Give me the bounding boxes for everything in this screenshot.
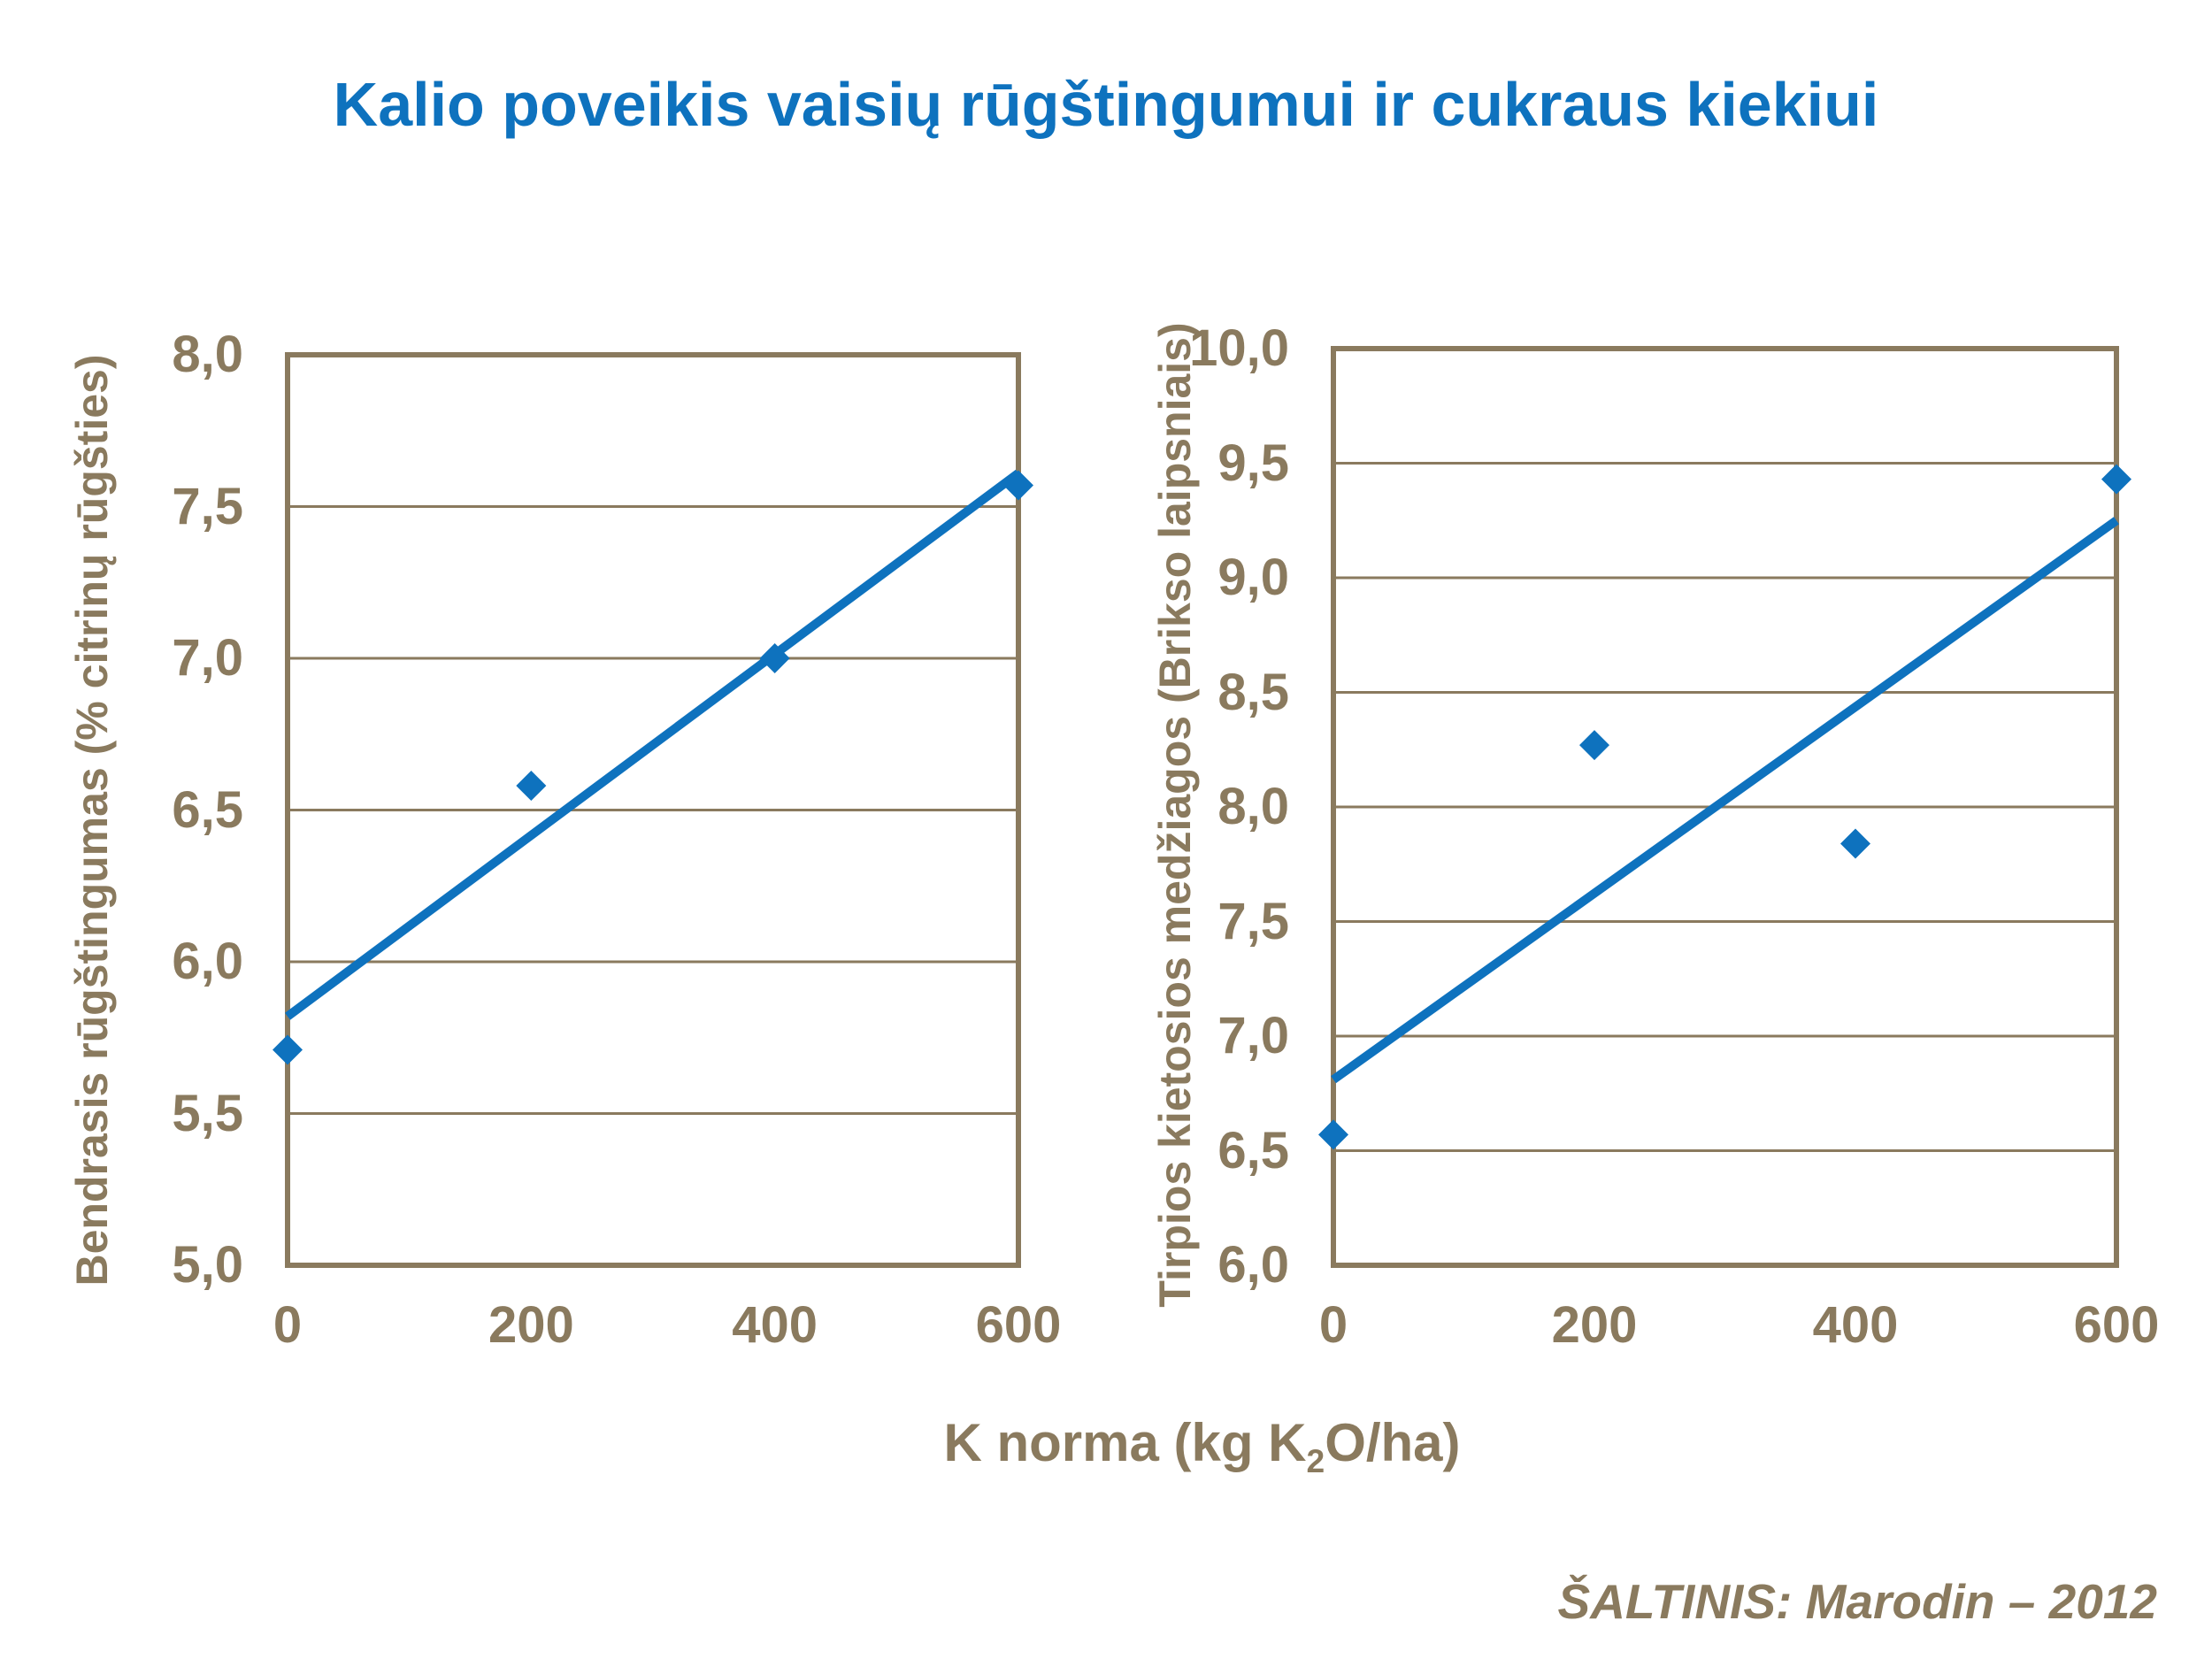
x-axis-title: K norma (kg K2O/ha) xyxy=(288,1412,2116,1480)
data-point xyxy=(1003,470,1033,501)
y-tick-label: 7,5 xyxy=(172,477,243,535)
chart-canvas xyxy=(273,352,1033,1268)
y-tick-label: 6,0 xyxy=(1217,1236,1289,1294)
chart-canvas xyxy=(1318,346,2131,1268)
x-axis-title-subscript: 2 xyxy=(1306,1442,1325,1479)
data-point xyxy=(1318,1119,1348,1150)
plot-frame xyxy=(285,352,1021,1268)
data-point xyxy=(759,643,790,673)
y-tick-label: 9,0 xyxy=(1217,549,1289,606)
source-citation: ŠALTINIS: Marodin – 2012 xyxy=(1557,1574,2157,1629)
x-axis-title-suffix: O/ha) xyxy=(1325,1413,1461,1472)
y-tick-label: 7,0 xyxy=(172,629,243,687)
x-tick-label: 400 xyxy=(1812,1296,1899,1354)
x-tick-label: 200 xyxy=(488,1296,574,1354)
y-tick-label: 5,0 xyxy=(172,1236,243,1294)
data-point xyxy=(273,1034,303,1065)
data-point xyxy=(1579,730,1609,761)
y-tick-label: 5,5 xyxy=(172,1084,243,1142)
y-tick-label: 6,5 xyxy=(172,780,243,839)
y-tick-label: 7,5 xyxy=(1217,892,1289,950)
slide-title: Kalio poveikis vaisių rūgštingumui ir cu… xyxy=(333,70,1879,139)
y-tick-label: 9,5 xyxy=(1217,434,1289,492)
data-point xyxy=(1840,828,1870,859)
x-tick-label: 0 xyxy=(1318,1296,1348,1354)
y-tick-label: 8,0 xyxy=(1217,778,1289,835)
y-tick-label: 7,0 xyxy=(1217,1007,1289,1064)
y-tick-label: 6,0 xyxy=(172,933,243,990)
plot-frame xyxy=(1331,346,2119,1268)
data-point xyxy=(2101,464,2131,495)
y-tick-label: 6,5 xyxy=(1217,1121,1289,1179)
y-tick-label: 8,5 xyxy=(1217,663,1289,721)
x-tick-label: 200 xyxy=(1551,1296,1638,1354)
trend-line xyxy=(285,469,1021,1020)
right-chart-plot-area: 10,0 9,5 9,0 8,5 8,0 7,5 7,0 6,5 6,0 0 200 400 600 xyxy=(1189,319,2159,1352)
x-axis-title-prefix: K norma (kg K xyxy=(943,1413,1307,1472)
x-tick-label: 400 xyxy=(732,1296,818,1354)
x-tick-label: 600 xyxy=(975,1296,1062,1354)
trend-line xyxy=(1331,517,2119,1084)
y-tick-label: 10,0 xyxy=(1189,319,1289,377)
data-point xyxy=(516,771,547,802)
x-tick-label: 0 xyxy=(273,1296,303,1354)
x-tick-label: 600 xyxy=(2073,1296,2160,1354)
y-tick-label: 8,0 xyxy=(172,326,243,383)
left-chart-plot-area: 8,0 7,5 7,0 6,5 6,0 5,5 5,0 0 200 400 600 xyxy=(172,326,1061,1352)
